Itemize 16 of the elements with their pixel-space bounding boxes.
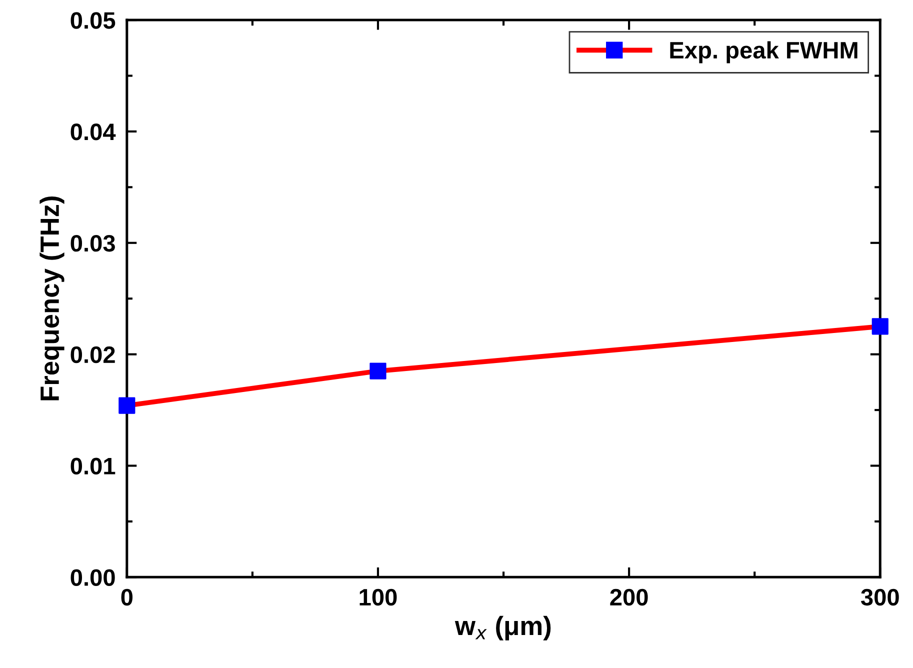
y-tick-label: 0.02 bbox=[70, 346, 115, 364]
point bbox=[118, 397, 136, 414]
y-tick-label: 0.03 bbox=[70, 234, 115, 252]
point bbox=[872, 318, 888, 335]
point bbox=[370, 362, 386, 380]
x-tick-label: 100 bbox=[360, 588, 397, 606]
y-axis-title: Frequency (THz) bbox=[40, 196, 64, 400]
x-tick-label: 0 bbox=[121, 588, 133, 606]
x-tick-label: 200 bbox=[610, 588, 648, 606]
x-axis-title: w$_{x}$ (μm) bbox=[454, 616, 551, 640]
y-tick-label: 0.04 bbox=[70, 124, 116, 140]
legend-label: Exp. peak FWHM bbox=[670, 41, 858, 64]
y-tick-label: 0.01 bbox=[70, 458, 116, 475]
x-tick-label: 300 bbox=[860, 588, 899, 606]
y-tick-label: 0.05 bbox=[70, 12, 116, 29]
y-tick-label: 0.00 bbox=[70, 569, 115, 586]
